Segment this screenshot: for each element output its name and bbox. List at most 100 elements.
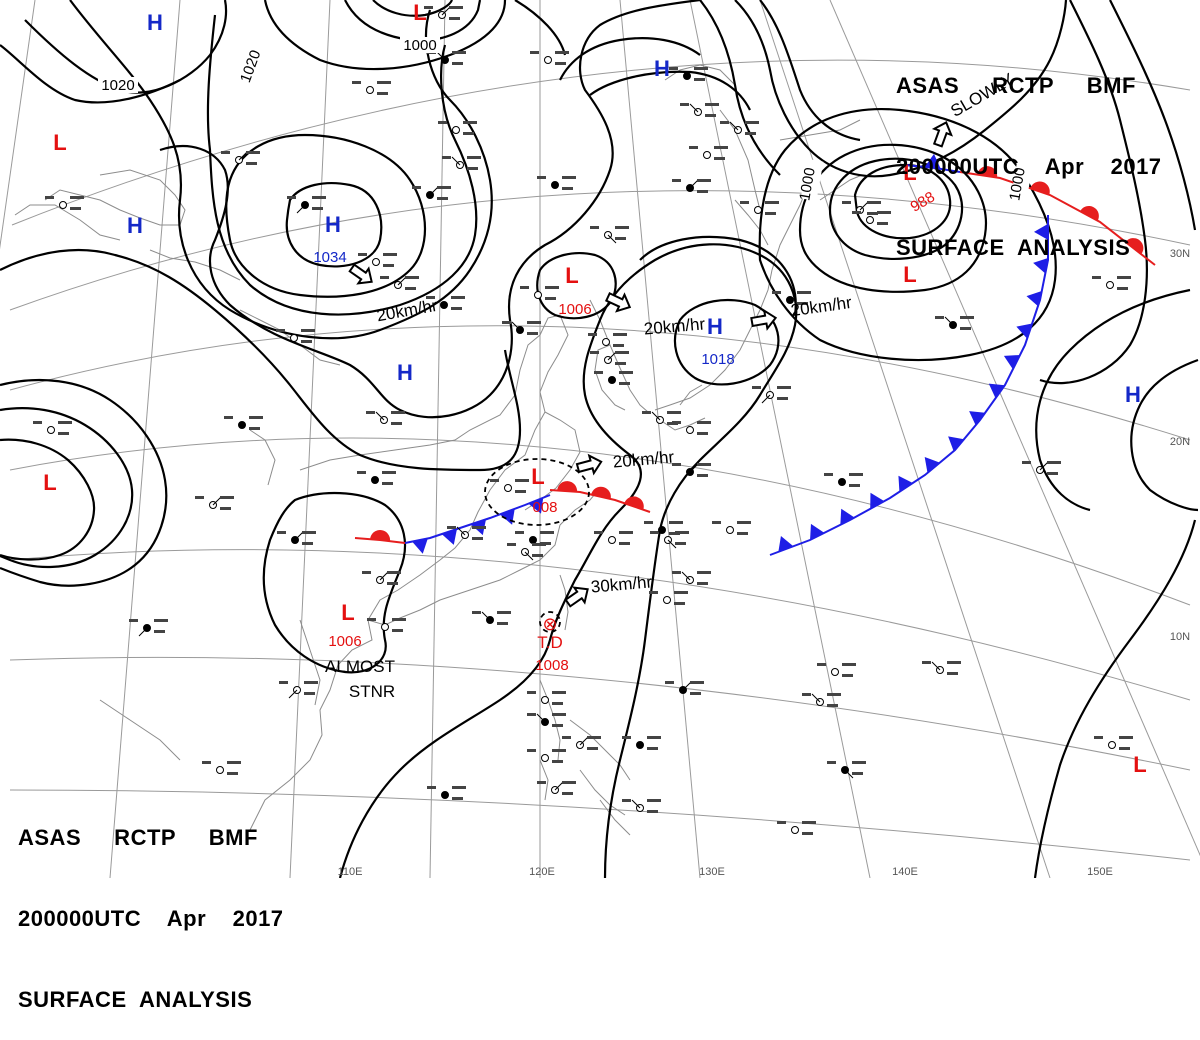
- warm-front-semicircle: [1030, 181, 1050, 195]
- latitude-label: 30N: [1170, 248, 1190, 260]
- station-plot: [520, 286, 559, 300]
- isobar-label: 1000: [796, 166, 819, 202]
- cold-front-triangle: [948, 436, 965, 452]
- warm-front-semicircle: [557, 481, 578, 492]
- cold-front-triangle: [810, 523, 825, 540]
- station-plot: [622, 736, 661, 750]
- station-plot: [669, 67, 708, 81]
- pressure-centers: HLHLH1034HL988LL1006H1018HLL008L1006LH⊗T…: [43, 0, 1146, 777]
- longitude-label: 110E: [338, 866, 363, 878]
- station-plot: [842, 201, 881, 215]
- dashed-area: [484, 458, 590, 633]
- header-line-2: 200000UTC Apr 2017: [896, 154, 1162, 179]
- station-plot: [277, 531, 316, 545]
- station-plot: [357, 471, 396, 485]
- cold-front-triangle: [1016, 323, 1033, 339]
- station-plot: [824, 473, 863, 487]
- station-plot: [358, 253, 397, 267]
- motion-arrow-icon: [575, 453, 603, 476]
- cold-front-barbs: [412, 153, 1049, 554]
- station-plot: [817, 663, 856, 677]
- cold-front-triangle: [528, 497, 544, 514]
- high-pressure-center: H: [707, 314, 723, 339]
- low-pressure-center: L: [903, 262, 916, 287]
- station-plot: [1022, 461, 1061, 475]
- central-pressure-value: 1018: [701, 351, 734, 368]
- tropical-depression-icon: ⊗: [542, 614, 557, 634]
- station-plot: [590, 351, 629, 365]
- station-plot: [644, 521, 683, 535]
- station-plot: [367, 618, 406, 632]
- station-plot: [665, 681, 704, 695]
- high-pressure-center: H: [1125, 382, 1141, 407]
- station-plot: [720, 121, 759, 135]
- low-pressure-center: L: [565, 263, 578, 288]
- station-plot: [650, 531, 689, 549]
- central-pressure-value: 1034: [313, 249, 346, 266]
- low-pressure-center: L: [341, 600, 354, 625]
- station-plot: [588, 333, 627, 347]
- tropical-depression-pressure: 1008: [535, 657, 568, 674]
- station-plot: [590, 226, 629, 244]
- motion-arrow-icon: [604, 292, 632, 313]
- low-pressure-center: L: [903, 160, 916, 185]
- station-plot: [45, 196, 84, 210]
- station-plot: [502, 321, 541, 335]
- motion-speed-label: 20km/hr: [375, 296, 439, 325]
- station-plot: [777, 821, 816, 835]
- isobar-label: 1000: [403, 37, 436, 54]
- station-plot: [129, 619, 168, 637]
- station-plot: [1092, 276, 1131, 290]
- station-plot: [562, 736, 601, 750]
- high-pressure-center: H: [397, 360, 413, 385]
- station-plot: [752, 386, 791, 404]
- station-plot: [515, 531, 554, 545]
- warm-front-semicircle: [977, 166, 998, 178]
- isobars: [0, 0, 1199, 878]
- station-plot: [442, 156, 481, 170]
- longitude-label: 150E: [1087, 866, 1113, 878]
- longitude-label: 130E: [699, 866, 725, 878]
- cold-front-triangle: [840, 508, 855, 525]
- cold-front-triangle: [924, 457, 940, 473]
- station-plot: [740, 201, 779, 215]
- low-pressure-center: L: [531, 464, 544, 489]
- latitude-label: 10N: [1170, 631, 1190, 643]
- map-annotation: STNR: [349, 682, 395, 701]
- station-plot: [412, 186, 451, 200]
- station-plot: [507, 543, 546, 561]
- station-plot: [594, 531, 633, 545]
- station-plot: [672, 179, 711, 193]
- station-plot: [472, 611, 511, 625]
- station-plot: [537, 176, 576, 190]
- station-plot: [537, 781, 576, 795]
- station-plot: [427, 786, 466, 800]
- low-pressure-center: L: [53, 130, 66, 155]
- station-plots: [33, 6, 1133, 835]
- warm-front-semicircle: [1080, 205, 1099, 221]
- station-plot: [1094, 736, 1133, 750]
- station-plot: [527, 749, 566, 763]
- central-pressure-value: 1006: [558, 301, 591, 318]
- station-plot: [424, 6, 463, 20]
- low-pressure-center: L: [413, 0, 426, 25]
- cold-front-triangle: [870, 492, 885, 509]
- motion-speed-label: 30km/hr: [590, 572, 653, 596]
- station-plot: [33, 421, 72, 435]
- cold-front-triangle: [1026, 291, 1042, 307]
- header-line-1: ASAS RCTP BMF: [896, 73, 1136, 98]
- station-plot: [689, 146, 728, 160]
- cold-front-triangle: [898, 475, 913, 492]
- isobar-label: 1020: [101, 77, 134, 94]
- warm-front-semicircle: [1125, 238, 1144, 255]
- header-line-2: 200000UTC Apr 2017: [18, 906, 284, 931]
- motion-arrow-icon: [564, 586, 589, 608]
- motion-speed-label: 20km/hr: [643, 314, 706, 338]
- station-plot: [447, 526, 486, 540]
- longitude-label: 140E: [892, 866, 918, 878]
- cold-front-triangle: [988, 383, 1005, 399]
- station-plot: [366, 411, 405, 425]
- station-plot: [935, 316, 974, 330]
- latitude-label: 20N: [1170, 436, 1190, 448]
